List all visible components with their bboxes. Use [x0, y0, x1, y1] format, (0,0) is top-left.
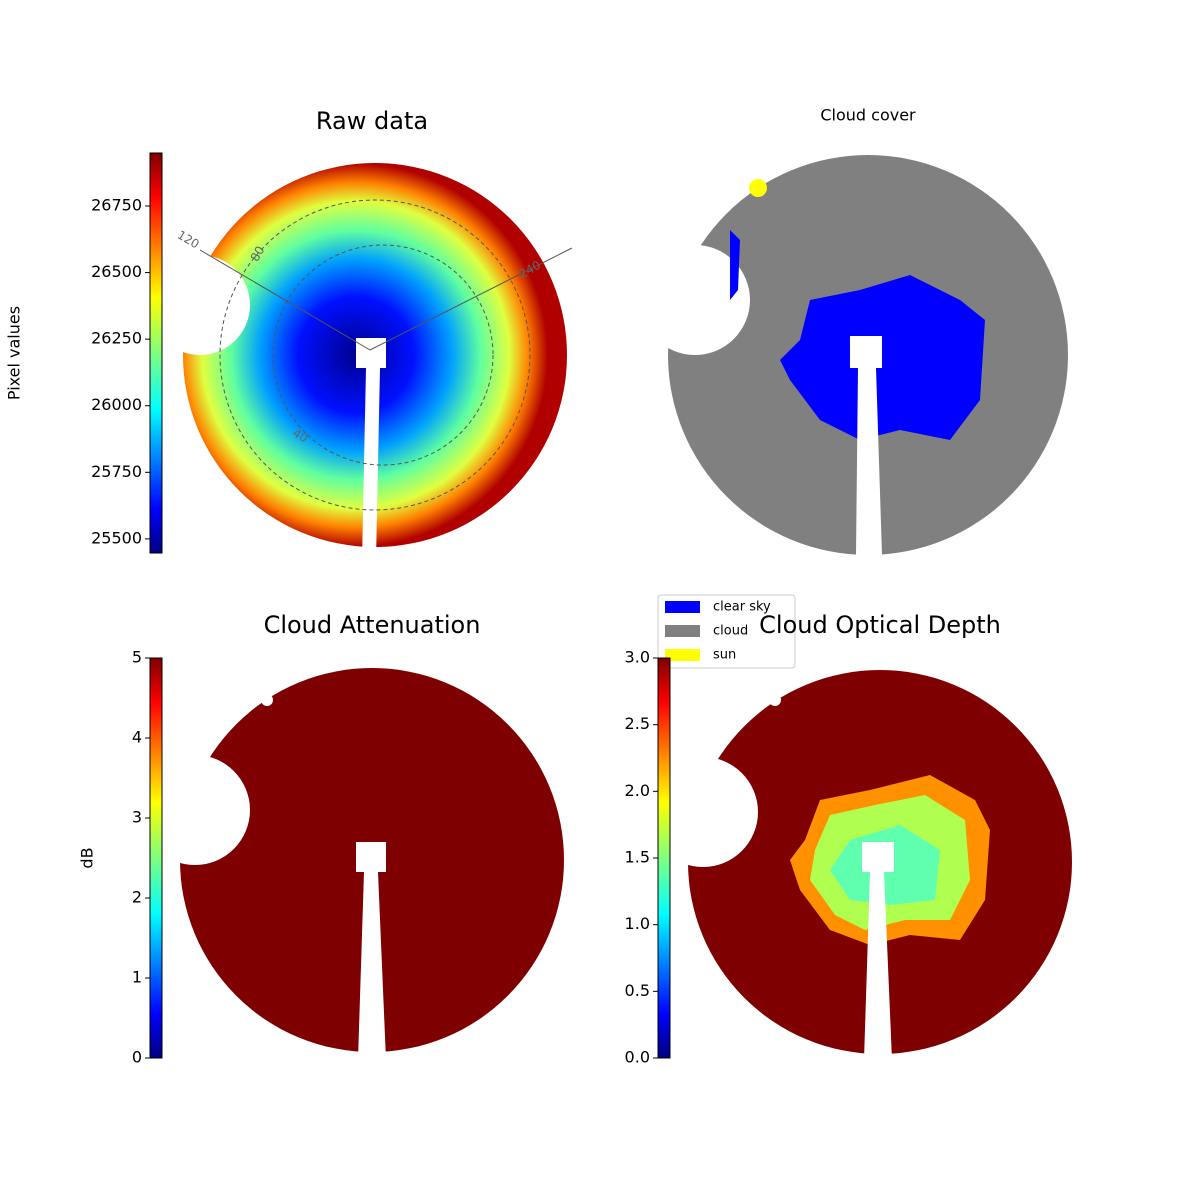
- legend-patch: [665, 625, 700, 637]
- colorbar-label: dB: [78, 847, 97, 868]
- colorbar: [657, 657, 671, 1059]
- legend-label: sun: [713, 648, 736, 663]
- colorbar-tick-label: 3: [132, 808, 142, 827]
- polar-label: 120: [175, 228, 202, 252]
- colorbar-tick-label: 2.0: [625, 781, 650, 800]
- raw-image: [150, 163, 573, 560]
- panel-title: Cloud Optical Depth: [759, 611, 1001, 639]
- attenuation-image: [140, 668, 564, 1060]
- colorbar-label: Pixel values: [5, 306, 24, 400]
- cloud-cover-image: [640, 155, 1068, 555]
- colorbar-tick-label: 1.0: [625, 914, 650, 933]
- colorbar-tick-label: 5: [132, 648, 142, 667]
- legend-patch: [665, 649, 700, 661]
- colorbar: [149, 657, 163, 1059]
- colorbar-tick-label: 3.0: [625, 648, 650, 667]
- colorbar-tick-label: 26250: [91, 329, 142, 348]
- colorbar: [149, 152, 163, 554]
- colorbar-tick-label: 25500: [91, 528, 142, 547]
- colorbar-tick-label: 0: [132, 1048, 142, 1067]
- colorbar-tick-label: 25750: [91, 462, 142, 481]
- colorbar-tick-label: 4: [132, 728, 142, 747]
- colorbar-tick-label: 0.5: [625, 981, 650, 1000]
- colorbar-tick-label: 0.0: [625, 1048, 650, 1067]
- polar-label: 40: [290, 426, 310, 446]
- panel-title: Cloud Attenuation: [264, 611, 481, 639]
- colorbar-tick-label: 1.5: [625, 848, 650, 867]
- legend-label: clear sky: [713, 600, 771, 615]
- legend-patch: [665, 601, 700, 613]
- colorbar-tick-label: 2.5: [625, 714, 650, 733]
- colorbar-tick-label: 2: [132, 888, 142, 907]
- panel-title: Cloud cover: [820, 106, 916, 125]
- legend-label: cloud: [713, 624, 748, 639]
- panel-title: Raw data: [316, 107, 428, 135]
- colorbar-tick-label: 26500: [91, 262, 142, 281]
- colorbar-tick-label: 1: [132, 968, 142, 987]
- colorbar-tick-label: 26000: [91, 395, 142, 414]
- colorbar-tick-label: 26750: [91, 195, 142, 214]
- optical-depth-image: [648, 670, 1072, 1060]
- polar-label: 80: [248, 244, 268, 264]
